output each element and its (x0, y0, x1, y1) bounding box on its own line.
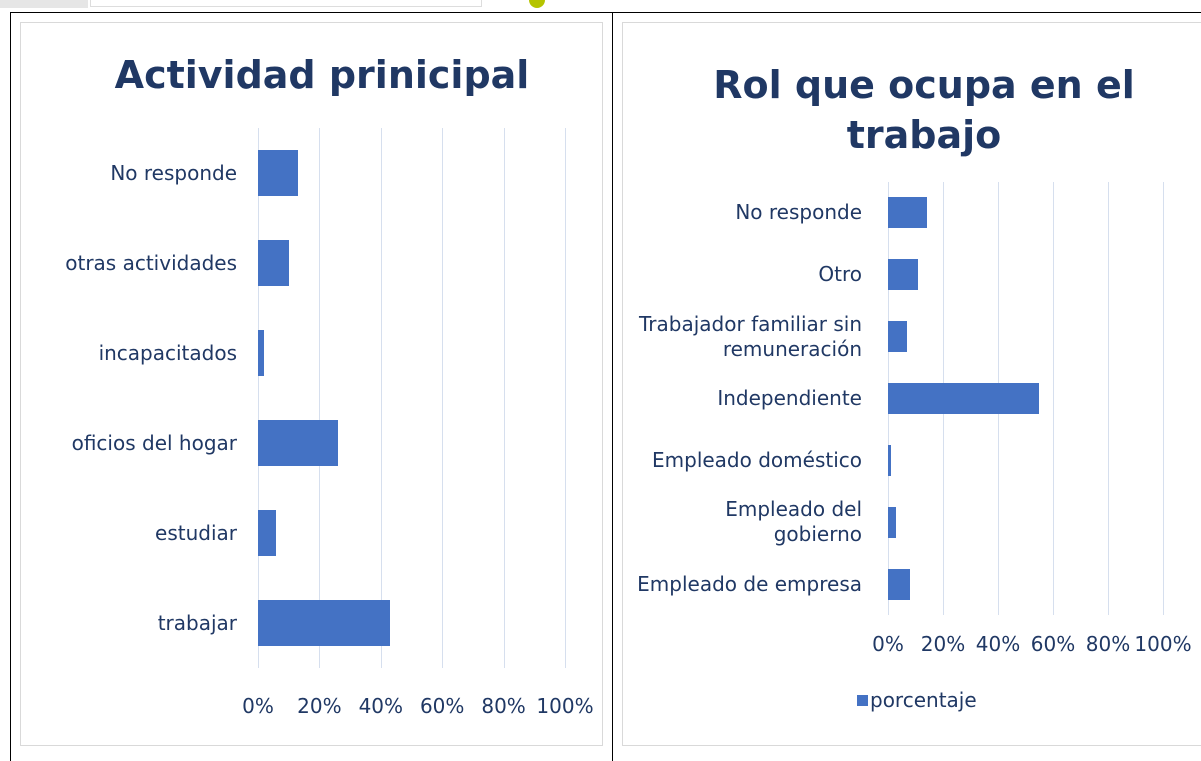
grid-line (503, 128, 505, 668)
grid-line (258, 128, 259, 668)
category-label: Independiente (717, 386, 862, 410)
bar (888, 506, 897, 538)
grid-line (1053, 182, 1054, 615)
grid-line (565, 128, 566, 668)
grid-line (442, 128, 444, 668)
toolbar-field (90, 0, 482, 7)
chart-title: Rol que ocupa en el trabajo (713, 63, 1135, 157)
bar (888, 321, 908, 353)
x-tick-label: 0% (242, 694, 274, 718)
bar (888, 197, 927, 229)
bar (258, 600, 390, 646)
bar (888, 568, 910, 600)
frame-top (10, 12, 1201, 13)
grid-line (1108, 182, 1109, 615)
bar (258, 150, 298, 196)
legend-swatch (857, 695, 868, 706)
category-label: trabajar (157, 610, 237, 635)
x-tick-label: 80% (1085, 632, 1131, 656)
indicator (529, 0, 545, 8)
x-tick-label: 60% (419, 694, 465, 718)
grid-line (380, 128, 382, 668)
chart-box (20, 22, 603, 746)
x-tick-label: 40% (358, 694, 404, 718)
category-label: Otro (818, 262, 862, 287)
x-tick-label: 60% (1030, 632, 1076, 656)
category-label: incapacitados (98, 340, 237, 365)
category-label: Empleado de empresa (637, 571, 862, 596)
bar (258, 420, 338, 466)
frame-left (10, 12, 11, 761)
category-label: otras actividades (65, 250, 237, 275)
category-label: No responde (735, 200, 862, 225)
x-tick-label: 0% (872, 632, 904, 656)
category-label: Empleado doméstico (652, 447, 862, 472)
chart-box (622, 22, 1201, 746)
x-tick-label: 20% (297, 694, 342, 718)
category-label: oficios del hogar (71, 430, 237, 455)
bar (888, 259, 919, 291)
toolbar-tab (0, 0, 88, 8)
category-label: No responde (110, 160, 237, 185)
grid-line (319, 128, 321, 668)
category-label: Empleado del gobierno (725, 497, 862, 547)
grid-line (1163, 182, 1164, 615)
bar (888, 444, 891, 476)
chart-title: Actividad prinicipal (114, 53, 530, 97)
x-tick-label: 80% (481, 694, 526, 718)
category-label: estudiar (155, 520, 237, 545)
x-tick-label: 20% (920, 632, 966, 656)
bar (258, 510, 277, 556)
x-tick-label: 100% (1134, 632, 1192, 656)
bar (258, 240, 289, 286)
bar (888, 383, 1040, 414)
category-label: Trabajador familiar sin remuneración (639, 311, 862, 361)
bar (258, 330, 265, 376)
legend-label: porcentaje (870, 688, 977, 712)
x-tick-label: 100% (536, 694, 594, 718)
frame-divider (612, 12, 613, 761)
x-tick-label: 40% (975, 632, 1021, 656)
